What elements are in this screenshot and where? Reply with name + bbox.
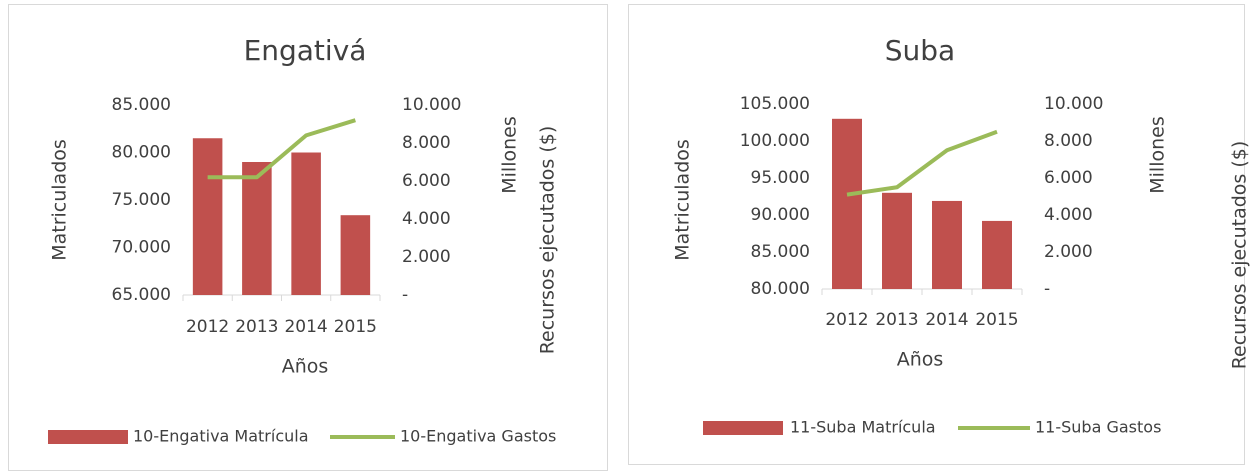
y2-axis-title: Recursos ejecutados ($) (537, 126, 559, 355)
y-tick-label: 80.000 (751, 279, 810, 299)
chart-title: Suba (885, 34, 955, 67)
x-tick-label: 2015 (334, 317, 377, 337)
y-tick-label: 90.000 (751, 205, 810, 225)
y-tick-label: 85.000 (112, 95, 171, 115)
legend-label: 11-Suba Matrícula (790, 418, 936, 437)
y-axis-title: Matriculados (672, 139, 694, 261)
y-tick-label: 80.000 (112, 143, 171, 163)
y2-axis-unit: Millones (499, 116, 521, 193)
y2-axis-title: Recursos ejecutados ($) (1229, 141, 1250, 370)
bar (932, 201, 962, 289)
x-axis-title: Años (282, 356, 329, 378)
y2-tick-label: - (402, 285, 408, 305)
y2-tick-label: 4.000 (1044, 205, 1093, 225)
bar (832, 119, 862, 289)
y2-tick-label: 10.000 (1044, 94, 1103, 114)
legend-label: 10-Engativa Matrícula (133, 427, 309, 446)
y-tick-label: 105.000 (740, 94, 810, 114)
legend-swatch (703, 421, 783, 435)
y2-tick-label: 10.000 (402, 95, 461, 115)
y2-tick-label: 2.000 (402, 247, 451, 267)
chart-title: Engativá (244, 34, 367, 67)
y-tick-label: 75.000 (112, 190, 171, 210)
bar (291, 153, 321, 296)
y-tick-label: 70.000 (112, 238, 171, 258)
legend-label: 11-Suba Gastos (1035, 418, 1161, 437)
x-tick-label: 2015 (975, 310, 1018, 330)
y-tick-label: 85.000 (751, 242, 810, 262)
x-tick-label: 2012 (186, 317, 229, 337)
y-tick-label: 65.000 (112, 285, 171, 305)
bar (193, 138, 223, 295)
y2-tick-label: 4.000 (402, 209, 451, 229)
x-tick-label: 2013 (235, 317, 278, 337)
x-tick-label: 2013 (875, 310, 918, 330)
y-tick-label: 100.000 (740, 131, 810, 151)
y2-tick-label: 6.000 (1044, 168, 1093, 188)
bar (882, 193, 912, 289)
y2-axis-unit: Millones (1147, 116, 1169, 193)
y2-tick-label: 6.000 (402, 171, 451, 191)
legend-swatch (48, 430, 128, 444)
x-axis-title: Años (897, 349, 944, 371)
y2-tick-label: 8.000 (402, 133, 451, 153)
bar (242, 162, 272, 295)
bar (982, 221, 1012, 289)
y-tick-label: 95.000 (751, 168, 810, 188)
bar (341, 215, 371, 295)
x-tick-label: 2012 (825, 310, 868, 330)
y-axis-title: Matriculados (49, 139, 71, 261)
legend-label: 10-Engativa Gastos (400, 427, 556, 446)
x-tick-label: 2014 (925, 310, 968, 330)
x-tick-label: 2014 (284, 317, 327, 337)
y2-tick-label: 8.000 (1044, 131, 1093, 151)
y2-tick-label: 2.000 (1044, 242, 1093, 262)
y2-tick-label: - (1044, 279, 1050, 299)
